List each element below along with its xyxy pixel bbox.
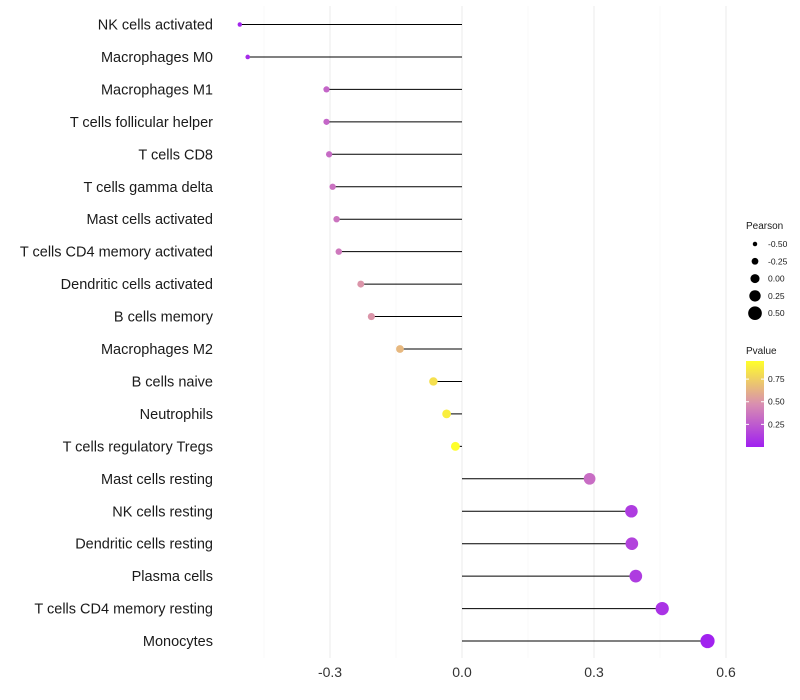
pearson-size-legend: Pearson -0.50 -0.25 0.00 0.25 0.50 bbox=[746, 221, 788, 321]
pvalue-color-legend: Pvalue 0.25 0.50 0.75 bbox=[746, 346, 785, 447]
size-legend-label: 0.00 bbox=[768, 274, 785, 284]
lollipop-point bbox=[245, 54, 251, 60]
category-label: NK cells activated bbox=[98, 18, 213, 34]
category-label: Monocytes bbox=[143, 634, 213, 650]
lollipop-point bbox=[325, 151, 333, 158]
lollipop-point bbox=[237, 22, 243, 27]
category-label: Mast cells activated bbox=[86, 212, 213, 228]
size-legend-label: 0.25 bbox=[768, 291, 785, 301]
lollipop-point bbox=[442, 409, 451, 419]
color-legend-label: 0.25 bbox=[768, 419, 785, 429]
category-label: Dendritic cells resting bbox=[75, 537, 213, 553]
color-legend-title: Pvalue bbox=[746, 346, 777, 357]
lollipop-point bbox=[583, 472, 596, 485]
lollipop-point bbox=[329, 183, 336, 190]
category-label: T cells CD8 bbox=[138, 147, 213, 163]
lollipop-point bbox=[625, 537, 639, 551]
category-label: Plasma cells bbox=[132, 569, 213, 585]
size-legend-key bbox=[752, 241, 758, 247]
category-label: T cells regulatory Tregs bbox=[63, 439, 213, 455]
lollipop-point bbox=[323, 86, 330, 93]
lollipop-point bbox=[625, 504, 638, 518]
category-label: B cells memory bbox=[114, 310, 214, 326]
size-legend-label: 0.50 bbox=[768, 308, 785, 318]
size-legend-label: -0.50 bbox=[768, 239, 788, 249]
size-legend-key bbox=[751, 257, 759, 265]
lollipop-point bbox=[429, 377, 438, 386]
lollipop-point bbox=[367, 312, 375, 321]
category-label: NK cells resting bbox=[112, 504, 213, 520]
pvalue-colorbar bbox=[746, 361, 764, 447]
category-label: T cells follicular helper bbox=[70, 115, 213, 131]
x-tick-label: 0.3 bbox=[584, 664, 604, 680]
category-label: Macrophages M0 bbox=[101, 50, 213, 66]
lollipop-point bbox=[335, 248, 343, 255]
category-label: T cells gamma delta bbox=[84, 180, 214, 196]
size-legend-title: Pearson bbox=[746, 221, 783, 232]
lollipop-point bbox=[396, 345, 404, 353]
category-labels: NK cells activated Macrophages M0 Macropha… bbox=[20, 18, 214, 651]
lollipop-point bbox=[655, 601, 669, 616]
x-tick-label: -0.3 bbox=[318, 664, 342, 680]
size-legend-label: -0.25 bbox=[768, 256, 788, 266]
color-legend-label: 0.50 bbox=[768, 397, 785, 407]
lollipop-points bbox=[237, 22, 715, 649]
lollipop-point bbox=[333, 215, 340, 223]
category-label: T cells CD4 memory resting bbox=[34, 602, 213, 618]
grid-lines bbox=[263, 6, 727, 658]
category-label: Neutrophils bbox=[140, 407, 213, 423]
size-legend-key bbox=[749, 290, 761, 302]
category-label: T cells CD4 memory activated bbox=[20, 245, 213, 261]
category-label: Dendritic cells activated bbox=[61, 277, 213, 293]
x-tick-label: 0.6 bbox=[716, 664, 736, 680]
lollipop-point bbox=[450, 441, 460, 451]
category-label: Mast cells resting bbox=[101, 472, 213, 488]
size-legend-key bbox=[748, 306, 762, 321]
color-legend-label: 0.75 bbox=[768, 374, 785, 384]
lollipop-point bbox=[323, 118, 330, 125]
size-legend-key bbox=[750, 274, 760, 284]
category-label: Macrophages M2 bbox=[101, 342, 213, 358]
category-label: B cells naive bbox=[132, 374, 213, 390]
x-axis-tick-labels: -0.3 0.0 0.3 0.6 bbox=[318, 664, 736, 680]
category-label: Macrophages M1 bbox=[101, 82, 213, 98]
lollipop-stems bbox=[239, 24, 708, 642]
lollipop-point bbox=[357, 280, 365, 288]
lollipop-point bbox=[629, 569, 643, 583]
x-tick-label: 0.0 bbox=[452, 664, 472, 680]
lollipop-point bbox=[700, 633, 715, 649]
